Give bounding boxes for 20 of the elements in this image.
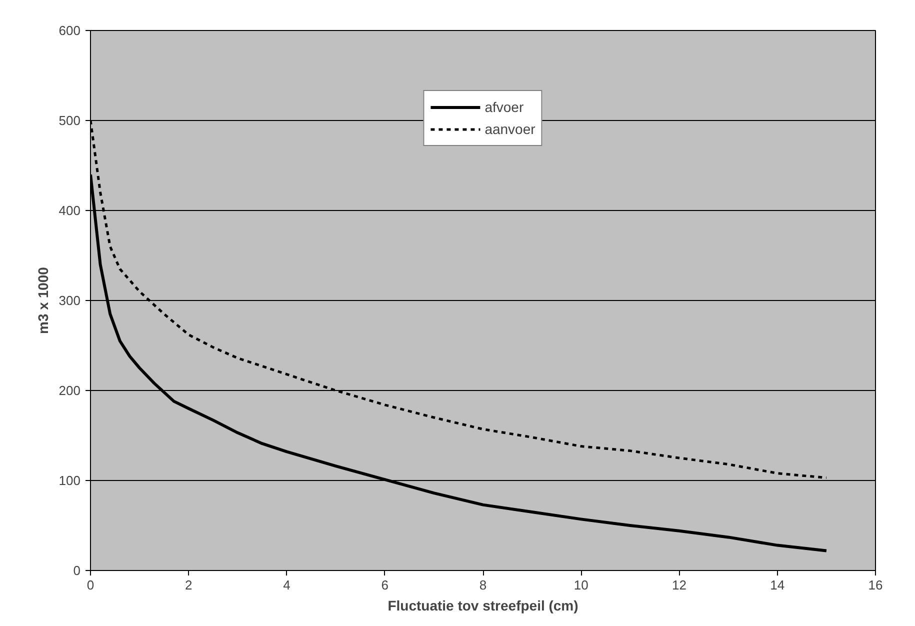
y-tick-label: 300 — [58, 293, 81, 308]
x-tick-label: 2 — [185, 578, 192, 592]
legend-label: aanvoer — [484, 121, 536, 137]
legend-label: afvoer — [484, 99, 524, 115]
x-tick-label: 14 — [770, 578, 785, 592]
x-tick-label: 6 — [381, 578, 388, 592]
y-tick-label: 0 — [73, 563, 81, 578]
y-tick-label: 100 — [58, 473, 81, 488]
x-tick-label: 0 — [86, 578, 94, 592]
y-axis-title: m3 x 1000 — [34, 266, 51, 334]
y-tick-label: 600 — [58, 23, 81, 38]
x-tick-label: 10 — [574, 578, 588, 592]
x-tick-label: 8 — [479, 578, 487, 592]
y-tick-label: 200 — [58, 383, 81, 398]
x-tick-label: 4 — [283, 578, 290, 592]
y-tick-label: 400 — [58, 203, 81, 218]
x-tick-label: 16 — [868, 578, 883, 592]
x-tick-label: 12 — [672, 578, 686, 592]
y-tick-label: 500 — [58, 113, 81, 128]
x-axis-title: Fluctuatie tov streefpeil (cm) — [388, 598, 578, 614]
